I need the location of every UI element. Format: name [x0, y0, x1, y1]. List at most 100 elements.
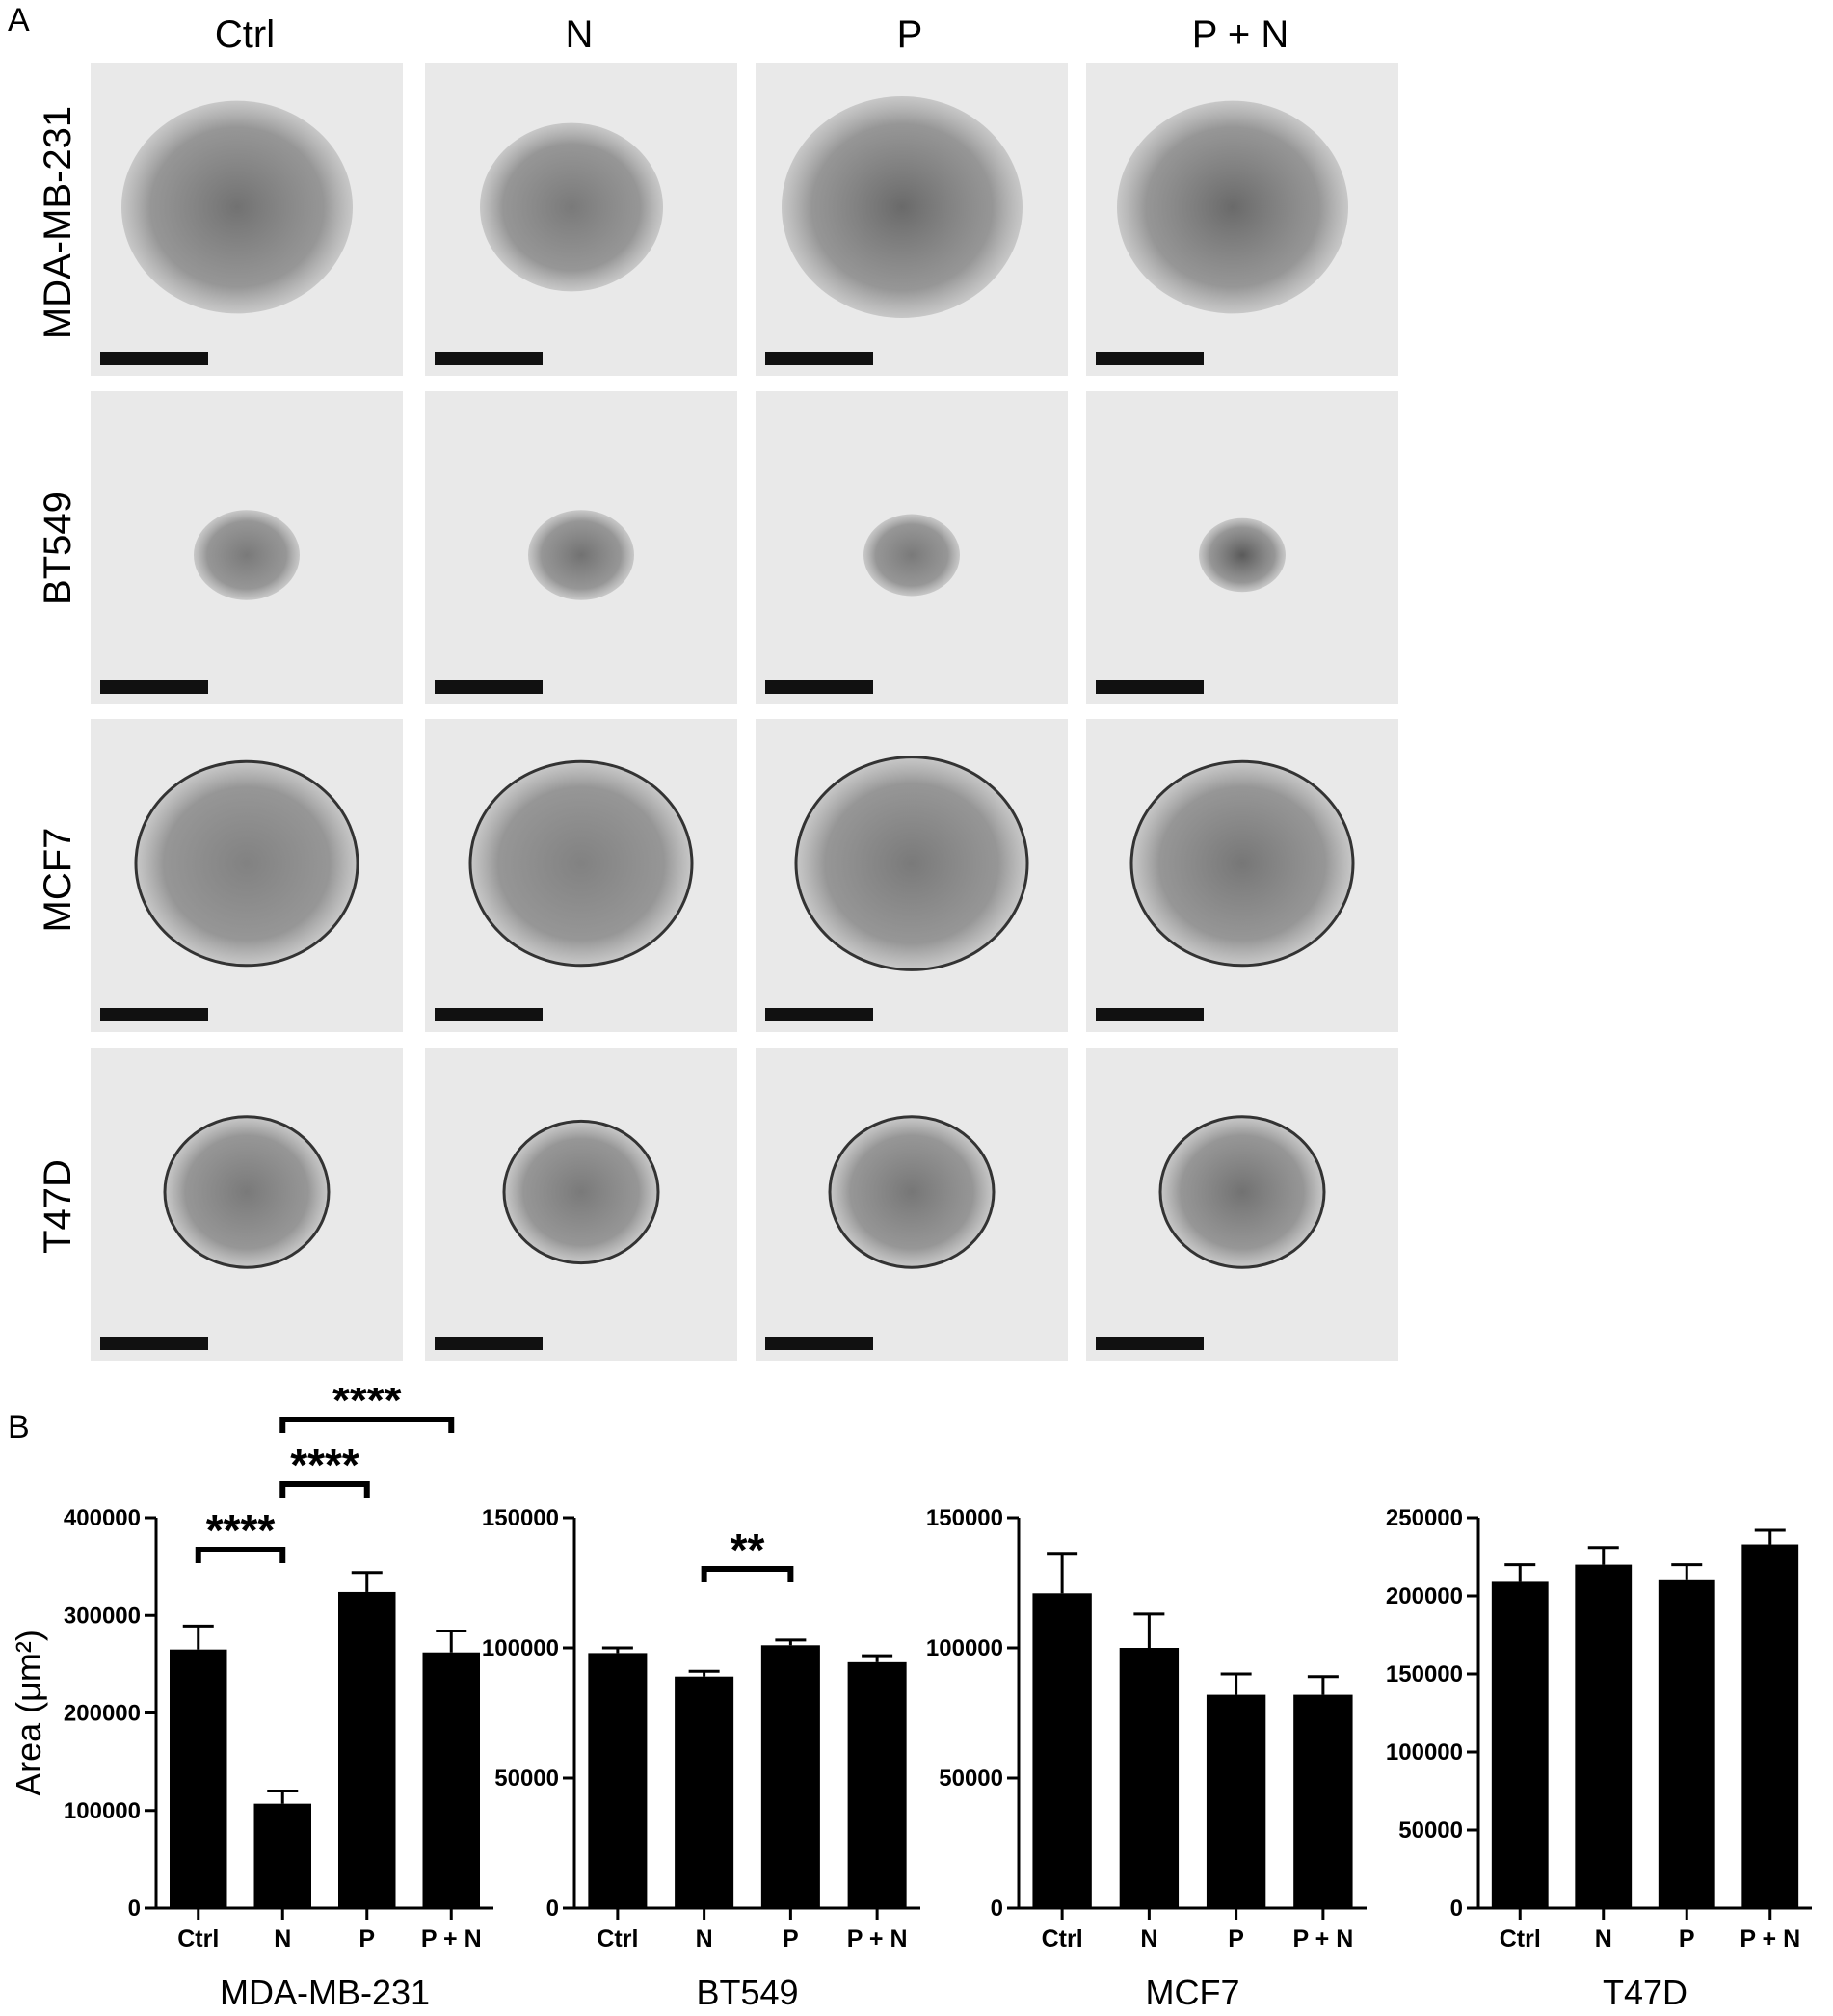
y-tick-label: 200000 [1386, 1583, 1463, 1609]
bar-1-3 [847, 1661, 907, 1908]
x-tick-label: P [1679, 1925, 1695, 1952]
x-tick-label: N [1595, 1925, 1612, 1952]
scale-bar [435, 352, 543, 365]
scale-bar [1096, 1337, 1204, 1350]
row-label-mcf7: MCF7 [37, 827, 79, 933]
y-tick-label: 100000 [64, 1798, 141, 1824]
y-tick-label: 50000 [1398, 1817, 1463, 1844]
x-tick-label: Ctrl [1500, 1925, 1541, 1952]
y-tick-label: 100000 [926, 1635, 1003, 1661]
scale-bar [765, 1337, 873, 1350]
y-tick-label: 150000 [926, 1505, 1003, 1531]
x-tick-label: P [783, 1925, 799, 1952]
bar-2-3 [1293, 1694, 1353, 1908]
spheroid [528, 510, 634, 600]
significance-stars: **** [332, 1388, 402, 1425]
y-tick-label: 150000 [1386, 1661, 1463, 1687]
spheroid [782, 96, 1023, 318]
scale-bar [100, 1008, 208, 1021]
micrograph-2-2 [756, 719, 1068, 1032]
y-tick-label: 0 [1450, 1896, 1463, 1922]
spheroid [863, 514, 960, 597]
significance-bracket [195, 1547, 286, 1563]
spheroid [828, 1115, 996, 1269]
spheroid [1117, 100, 1348, 314]
x-tick-label: Ctrl [597, 1925, 638, 1952]
y-tick-label: 0 [128, 1896, 141, 1922]
x-axis-label: MCF7 [1146, 1973, 1240, 2012]
panel-b-label: B [8, 1409, 30, 1446]
micrograph-0-1 [425, 63, 737, 376]
x-tick-label: N [274, 1925, 291, 1952]
spheroid [134, 759, 359, 968]
scale-bar [435, 680, 543, 694]
x-axis-label: T47D [1603, 1973, 1687, 2012]
column-header-ctrl: Ctrl [214, 13, 276, 56]
y-tick-label: 0 [546, 1896, 559, 1922]
micrograph-1-3 [1086, 391, 1398, 704]
y-tick-label: 0 [991, 1896, 1003, 1922]
bar-2-1 [1119, 1648, 1180, 1908]
x-tick-label: P + N [847, 1925, 908, 1952]
row-label-t47d: T47D [37, 1159, 79, 1254]
x-tick-label: N [696, 1925, 713, 1952]
spheroid [794, 756, 1029, 971]
panel-a-label: A [8, 2, 30, 39]
significance-stars: ** [731, 1525, 765, 1575]
spheroid [1129, 759, 1355, 968]
scale-bar [765, 680, 873, 694]
bar-0-2 [338, 1591, 396, 1908]
bar-0-1 [253, 1803, 311, 1908]
x-tick-label: P + N [1292, 1925, 1353, 1952]
y-tick-label: 200000 [64, 1701, 141, 1727]
scale-bar [1096, 680, 1204, 694]
scale-bar [765, 352, 873, 365]
spheroid [163, 1115, 331, 1269]
y-tick-label: 250000 [1386, 1505, 1463, 1531]
bar-3-1 [1575, 1564, 1633, 1908]
micrograph-3-2 [756, 1048, 1068, 1361]
bar-3-3 [1741, 1544, 1799, 1908]
column-header-n: N [565, 13, 594, 56]
spheroid [1199, 517, 1286, 593]
scale-bar [1096, 352, 1204, 365]
x-tick-label: N [1140, 1925, 1157, 1952]
significance-bracket [701, 1566, 794, 1582]
spheroid [121, 100, 353, 314]
x-tick-label: P + N [421, 1925, 482, 1952]
x-tick-label: Ctrl [1042, 1925, 1083, 1952]
bar-3-0 [1491, 1581, 1549, 1908]
spheroid [502, 1119, 660, 1265]
scale-bar [765, 1008, 873, 1021]
x-tick-label: P [1228, 1925, 1244, 1952]
bar-1-2 [760, 1645, 820, 1908]
y-tick-label: 100000 [482, 1635, 559, 1661]
micrograph-3-0 [91, 1048, 403, 1361]
y-tick-label: 400000 [64, 1505, 141, 1531]
bar-2-0 [1032, 1593, 1092, 1908]
bar-3-2 [1658, 1579, 1715, 1908]
micrograph-1-0 [91, 391, 403, 704]
micrograph-3-1 [425, 1048, 737, 1361]
bar-2-2 [1206, 1694, 1266, 1908]
y-tick-label: 300000 [64, 1603, 141, 1629]
micrograph-2-3 [1086, 719, 1398, 1032]
spheroid [480, 122, 663, 292]
micrograph-0-3 [1086, 63, 1398, 376]
micrograph-0-0 [91, 63, 403, 376]
micrograph-2-0 [91, 719, 403, 1032]
y-tick-label: 50000 [939, 1765, 1003, 1791]
scale-bar [100, 352, 208, 365]
micrograph-1-1 [425, 391, 737, 704]
scale-bar [1096, 1008, 1204, 1021]
x-tick-label: Ctrl [177, 1925, 219, 1952]
scale-bar [100, 680, 208, 694]
x-axis-label: BT549 [696, 1973, 798, 2012]
significance-bracket [279, 1417, 455, 1433]
scale-bar [435, 1008, 543, 1021]
x-tick-label: P [359, 1925, 375, 1952]
row-label-mda-mb-231: MDA-MB-231 [37, 105, 79, 340]
bar-0-3 [422, 1652, 480, 1908]
micrograph-0-2 [756, 63, 1068, 376]
y-tick-label: 100000 [1386, 1739, 1463, 1765]
